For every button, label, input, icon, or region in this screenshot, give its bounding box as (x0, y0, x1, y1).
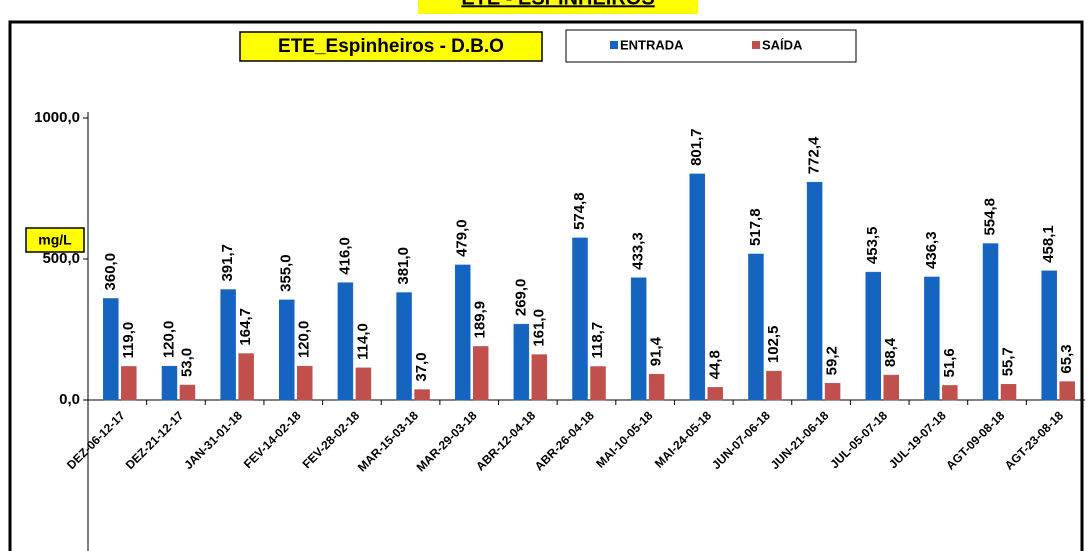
bar (121, 366, 137, 401)
bar (297, 365, 313, 401)
data-label: 55,7 (999, 347, 1016, 376)
y-label-box (25, 227, 85, 253)
chart-frame (8, 20, 1084, 551)
bar (982, 243, 999, 401)
y-tick-label: 0,0 (59, 391, 80, 408)
bar (161, 365, 178, 401)
y-tick-label: 500,0 (42, 250, 80, 267)
data-label: 436,3 (923, 231, 940, 269)
bar (883, 374, 899, 401)
data-label: 120,0 (160, 321, 177, 359)
bar (1041, 270, 1057, 401)
page-title-box (418, 0, 698, 14)
data-label: 51,6 (941, 348, 958, 377)
legend-label: ENTRADA (620, 37, 684, 52)
bar (513, 323, 530, 401)
data-label: 120,0 (296, 321, 313, 359)
data-label: 189,9 (472, 301, 489, 339)
legend-swatch (610, 41, 618, 49)
data-label: 458,1 (1040, 225, 1057, 263)
data-label: 801,7 (688, 128, 705, 166)
bar (1000, 384, 1017, 401)
bar (824, 383, 841, 401)
data-label: 391,7 (219, 244, 236, 282)
legend-label: SAÍDA (762, 37, 803, 52)
data-label: 574,8 (571, 192, 588, 230)
data-label: 554,8 (981, 198, 998, 236)
bar (630, 277, 647, 401)
data-label: 59,2 (824, 346, 841, 375)
legend-box (565, 29, 857, 63)
data-label: 164,7 (237, 308, 254, 346)
data-label: 381,0 (395, 247, 412, 285)
data-label: 88,4 (882, 337, 899, 367)
bar (865, 271, 881, 401)
data-label: 517,8 (747, 208, 764, 246)
bar (179, 384, 196, 401)
bar (689, 173, 706, 401)
bar (355, 367, 372, 401)
data-label: 433,3 (630, 232, 647, 270)
bar (396, 292, 412, 401)
bar (707, 387, 724, 401)
bar (220, 289, 236, 401)
data-label: 355,0 (278, 254, 295, 292)
bar (648, 373, 665, 401)
bar (924, 276, 940, 401)
bar (1059, 381, 1075, 401)
page-title: ETE - ESPINHEIROS (461, 0, 654, 9)
data-label: 53,0 (178, 348, 195, 377)
bar (531, 354, 548, 401)
chart-title-box (239, 31, 543, 62)
y-tick-label: 1000,0 (34, 109, 80, 126)
y-axis-label: mg/L (38, 232, 72, 248)
bar (238, 353, 254, 401)
data-label: 269,0 (512, 279, 529, 317)
bar (279, 299, 295, 401)
data-label: 65,3 (1058, 344, 1075, 373)
bar (337, 282, 354, 401)
data-label: 479,0 (454, 219, 471, 257)
data-label: 118,7 (589, 322, 606, 359)
data-label: 114,0 (354, 323, 371, 360)
data-label: 161,0 (530, 309, 547, 347)
data-label: 37,0 (413, 352, 430, 381)
bar (806, 181, 823, 401)
bar (590, 366, 606, 401)
data-label: 119,0 (120, 322, 137, 359)
data-label: 772,4 (806, 136, 823, 174)
data-label: 453,5 (864, 227, 881, 265)
data-label: 360,0 (102, 253, 119, 291)
legend-swatch (752, 41, 760, 49)
bar (748, 253, 764, 401)
data-label: 102,5 (765, 326, 782, 364)
data-label: 44,8 (706, 350, 723, 379)
bar (572, 237, 588, 401)
data-label: 91,4 (648, 336, 665, 366)
bar (414, 389, 430, 401)
data-label: 416,0 (336, 237, 353, 275)
bar (472, 346, 489, 401)
chart-title: ETE_Espinheiros - D.B.O (278, 36, 504, 57)
bar (766, 370, 782, 401)
bar (103, 298, 119, 401)
bar (942, 385, 958, 401)
bar (454, 264, 471, 401)
